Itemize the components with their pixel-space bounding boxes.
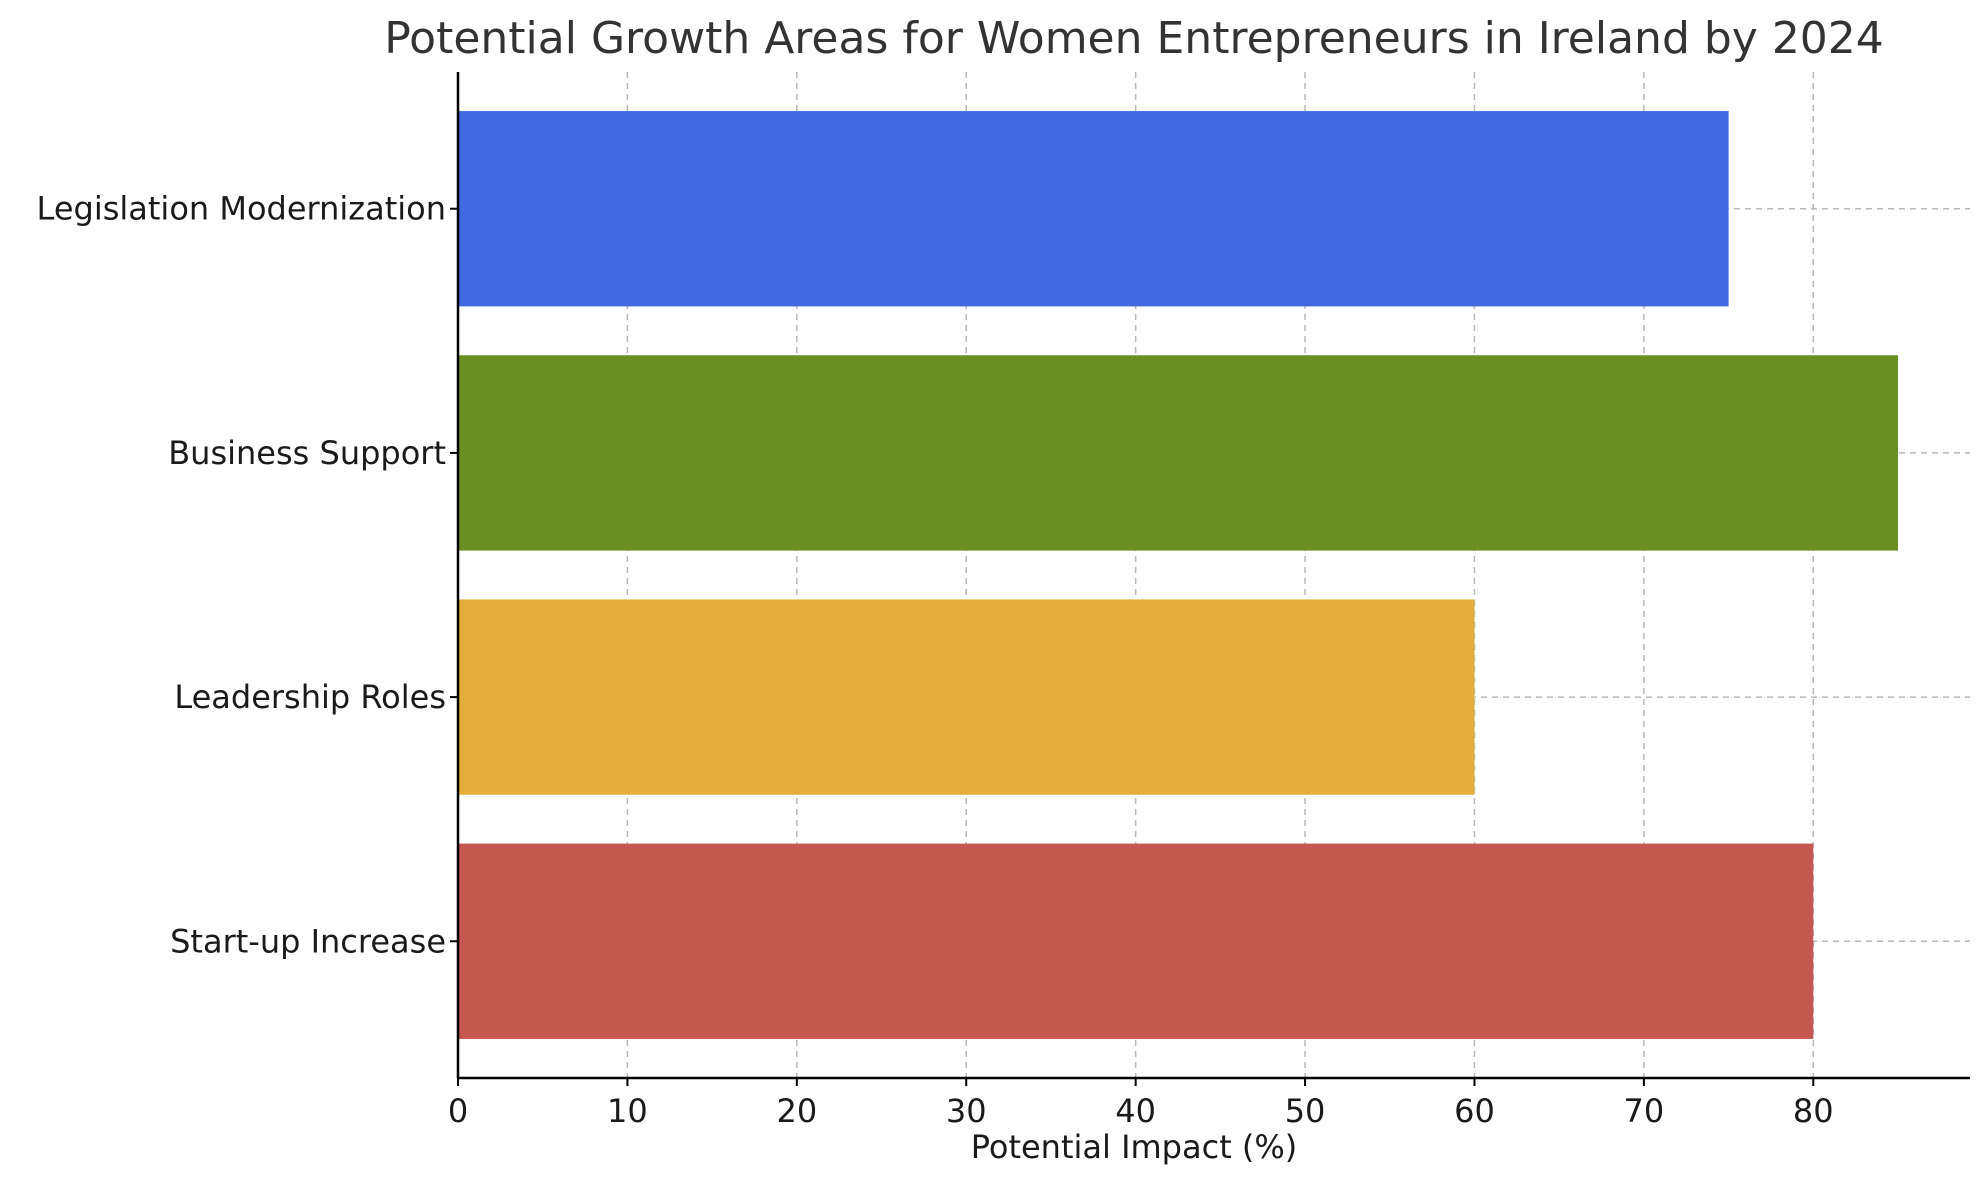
y-tick-label: Leadership Roles: [174, 678, 446, 716]
bar-leadership-roles: [458, 599, 1475, 795]
chart-title: Potential Growth Areas for Women Entrepr…: [384, 13, 1884, 64]
x-tick-label: 0: [448, 1092, 468, 1130]
x-tick-label: 10: [607, 1092, 648, 1130]
x-tick-label: 70: [1624, 1092, 1665, 1130]
x-tick-label: 60: [1454, 1092, 1495, 1130]
bar-business-support: [458, 355, 1898, 551]
x-tick-label: 80: [1793, 1092, 1834, 1130]
bars: [458, 111, 1898, 1039]
x-tick-label: 40: [1115, 1092, 1156, 1130]
y-tick-label: Legislation Modernization: [37, 190, 446, 228]
y-tick-label: Start-up Increase: [170, 922, 446, 960]
x-tick-label: 20: [776, 1092, 817, 1130]
bar-legislation-modernization: [458, 111, 1729, 307]
x-axis-ticks: 0 10 20 30 40 50 60 70 80: [448, 1078, 1834, 1130]
bar-start-up-increase: [458, 843, 1814, 1039]
x-tick-label: 50: [1285, 1092, 1326, 1130]
x-axis-label: Potential Impact (%): [971, 1128, 1298, 1166]
y-axis-ticks: Start-up Increase Leadership Roles Busines…: [37, 190, 458, 960]
x-tick-label: 30: [946, 1092, 987, 1130]
axes: [456, 72, 1970, 1080]
y-tick-label: Business Support: [168, 434, 446, 472]
